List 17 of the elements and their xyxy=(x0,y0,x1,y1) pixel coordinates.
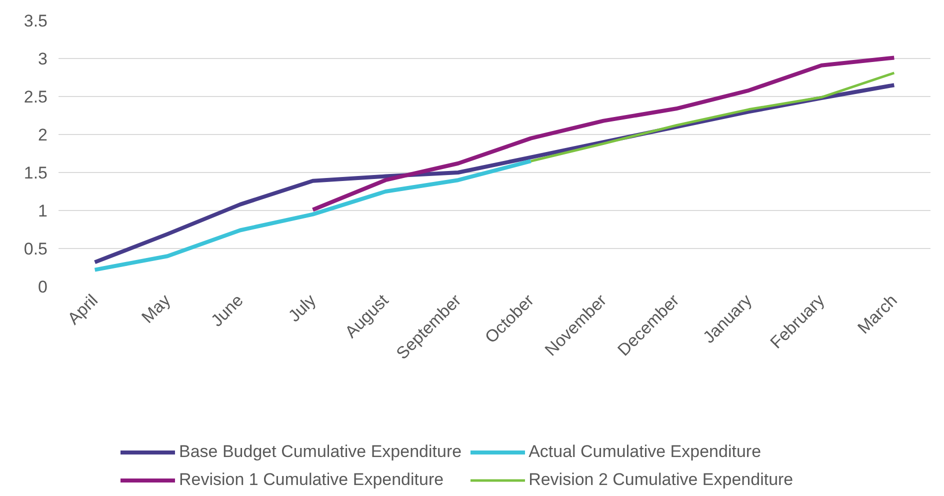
x-tick-label: July xyxy=(284,290,320,326)
x-tick-label: May xyxy=(138,290,175,327)
y-tick-label: 0 xyxy=(38,278,48,296)
legend-label: Base Budget Cumulative Expenditure xyxy=(179,442,462,462)
line-series xyxy=(92,159,533,272)
y-tick-label: 1 xyxy=(38,202,48,220)
legend-label: Actual Cumulative Expenditure xyxy=(528,442,762,462)
legend-label: Revision 2 Cumulative Expenditure xyxy=(528,470,794,490)
y-tick-label: 3.5 xyxy=(24,12,48,30)
line-series xyxy=(310,56,896,212)
line-series xyxy=(530,72,896,162)
y-tick-label: 1.5 xyxy=(24,164,48,182)
y-tick-label: 2.5 xyxy=(24,88,48,106)
legend-label: Revision 1 Cumulative Expenditure xyxy=(179,470,444,490)
y-tick-label: 2 xyxy=(38,126,48,144)
y-tick-label: 0.5 xyxy=(24,240,48,258)
y-tick-label: 3 xyxy=(38,50,48,68)
